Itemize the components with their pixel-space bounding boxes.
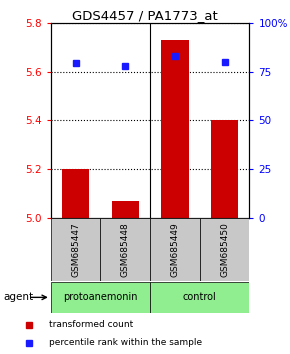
Text: GSM685447: GSM685447 bbox=[71, 222, 80, 277]
Bar bbox=[51, 282, 150, 313]
Bar bbox=[51, 218, 100, 281]
Text: control: control bbox=[183, 292, 217, 302]
Bar bbox=[112, 201, 139, 218]
Bar bbox=[100, 218, 150, 281]
Text: GDS4457 / PA1773_at: GDS4457 / PA1773_at bbox=[72, 9, 218, 22]
Bar bbox=[150, 282, 249, 313]
Text: protoanemonin: protoanemonin bbox=[63, 292, 138, 302]
Text: agent: agent bbox=[3, 292, 33, 302]
Bar bbox=[200, 218, 249, 281]
Bar bbox=[211, 120, 238, 218]
Text: GSM685449: GSM685449 bbox=[171, 222, 180, 277]
Bar bbox=[161, 40, 188, 218]
Text: GSM685448: GSM685448 bbox=[121, 222, 130, 277]
Text: transformed count: transformed count bbox=[49, 320, 134, 329]
Bar bbox=[150, 218, 200, 281]
Text: GSM685450: GSM685450 bbox=[220, 222, 229, 277]
Bar bbox=[62, 169, 89, 218]
Text: percentile rank within the sample: percentile rank within the sample bbox=[49, 338, 202, 347]
